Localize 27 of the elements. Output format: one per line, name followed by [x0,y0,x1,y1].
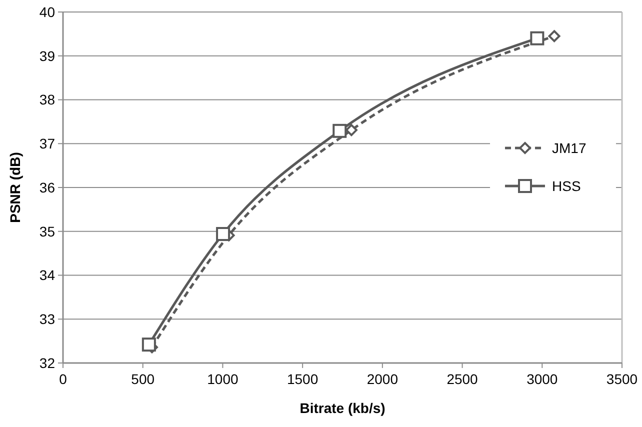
x-axis-title: Bitrate (kb/s) [300,400,386,416]
legend-label: JM17 [552,140,586,156]
x-tick-label: 3000 [526,371,558,387]
point [345,124,358,136]
x-tick-label: 2000 [366,371,398,387]
y-tick-label: 36 [39,179,56,196]
x-tick-label: 500 [131,371,155,387]
y-axis-title: PSNR (dB) [7,152,23,223]
y-tick-label: 33 [39,311,56,328]
y-tick-label: 40 [39,4,56,20]
x-tick-label: 1500 [286,371,318,387]
y-tick-label: 32 [39,354,56,371]
y-tick-label: 37 [39,136,56,152]
point [216,227,230,242]
x-tick-label: 0 [59,371,68,387]
y-tick-label: 34 [39,267,56,284]
y-tick-label: 35 [39,223,56,240]
legend-label: HSS [552,178,581,194]
y-tick-label: 39 [39,48,56,64]
y-tick-label: 38 [39,92,56,108]
x-tick-label: 3500 [606,371,638,387]
point [530,31,544,46]
point [548,30,560,42]
point [332,124,347,138]
x-tick-label: 2500 [446,371,478,387]
x-tick-label: 1000 [207,371,238,387]
point [142,338,156,352]
